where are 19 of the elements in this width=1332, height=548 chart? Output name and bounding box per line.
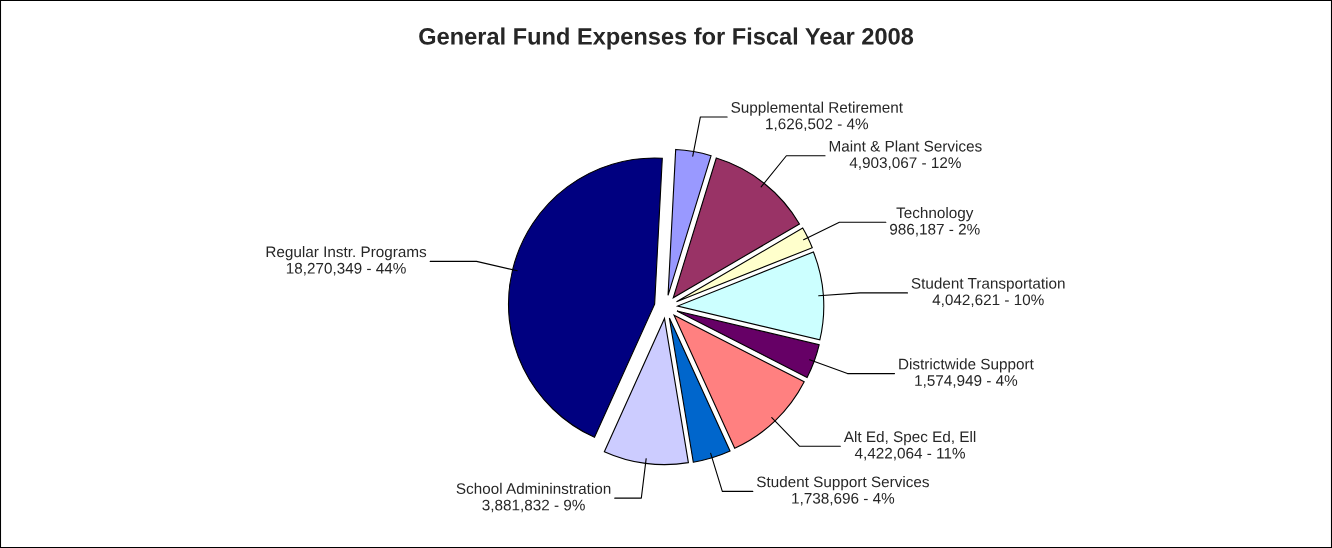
slice-label: Maint & Plant Services	[829, 140, 982, 152]
slice-label: Student Transportation	[911, 277, 1065, 292]
data-label: 4,042,621 - 10%	[932, 294, 1044, 308]
data-label: 1,574,949 - 4%	[915, 375, 1018, 388]
data-label: 4,903,067 - 12%	[849, 157, 961, 170]
slice-label: Alt Ed, Spec Ed, Ell	[843, 430, 976, 446]
slice-label: Student Support Services	[756, 476, 929, 491]
data-label: 1,738,696 - 4%	[792, 492, 895, 506]
slice-label: School Admininstration	[456, 482, 611, 495]
slice-label: Regular Instr. Programs	[266, 246, 427, 261]
data-label: 3,881,832 - 9%	[482, 499, 585, 513]
slice-label: Districtwide Support	[899, 358, 1034, 373]
slice-label: Technology	[896, 206, 974, 222]
data-label: 4,422,064 - 11%	[854, 447, 965, 461]
data-label: 18,270,349 - 44%	[286, 262, 406, 276]
data-label: 1,626,502 - 4%	[766, 118, 869, 132]
data-label: 986,187 - 2%	[890, 223, 980, 237]
chart-title: General Fund Expenses for Fiscal Year 2008	[419, 27, 914, 50]
slice-label: Supplemental Retirement	[731, 101, 903, 116]
